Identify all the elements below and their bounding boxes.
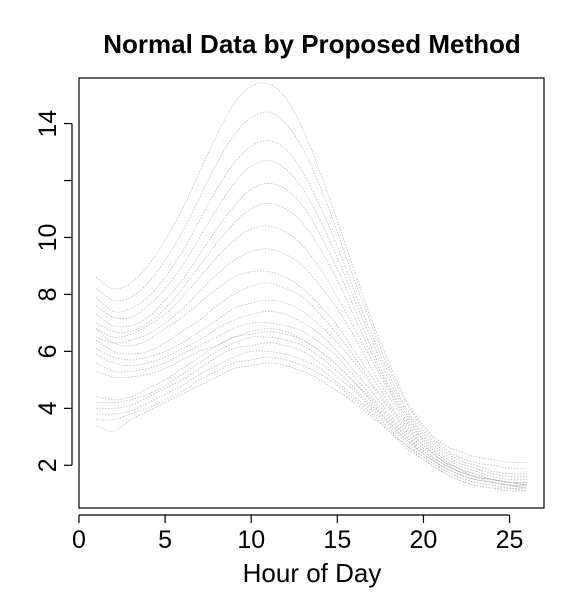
x-tick-label: 20 — [410, 526, 438, 554]
series-line-17 — [96, 342, 527, 489]
curves-layer — [95, 82, 527, 492]
y-tick-label: 10 — [34, 224, 62, 252]
y-tick-label: 6 — [34, 344, 62, 358]
x-tick-label: 5 — [158, 526, 172, 554]
y-tick-label: 2 — [34, 458, 62, 472]
chart-title: Normal Data by Proposed Method — [103, 29, 521, 59]
y-axis: 2 4 6 8 10 14 — [34, 110, 73, 472]
series-line-14 — [96, 330, 527, 489]
x-tick-label: 25 — [496, 526, 524, 554]
series-line-3 — [95, 140, 527, 475]
y-tick-label: 4 — [34, 401, 62, 415]
series-line-1 — [95, 82, 527, 464]
plot-frame — [78, 77, 545, 509]
series-line-20 — [96, 362, 527, 492]
series-line-4 — [95, 160, 527, 478]
series-line-7 — [96, 225, 527, 483]
x-axis: 0 5 10 15 20 25 — [72, 514, 524, 554]
series-line-18 — [96, 350, 527, 492]
series-line-6 — [96, 202, 527, 483]
x-tick-label: 0 — [72, 526, 86, 554]
series-line-12 — [96, 311, 527, 486]
y-tick-label: 8 — [34, 287, 62, 301]
x-axis-label: Hour of Day — [243, 558, 382, 588]
x-tick-label: 15 — [323, 526, 351, 554]
series-line-2 — [95, 111, 527, 469]
series-line-11 — [96, 299, 527, 486]
series-line-8 — [96, 248, 527, 486]
series-line-13 — [96, 321, 527, 486]
y-tick-label: 14 — [34, 110, 62, 138]
x-tick-label: 10 — [237, 526, 265, 554]
series-line-5 — [95, 182, 527, 481]
series-line-15 — [96, 328, 527, 489]
series-line-16 — [96, 336, 527, 489]
series-line-19 — [96, 356, 527, 492]
